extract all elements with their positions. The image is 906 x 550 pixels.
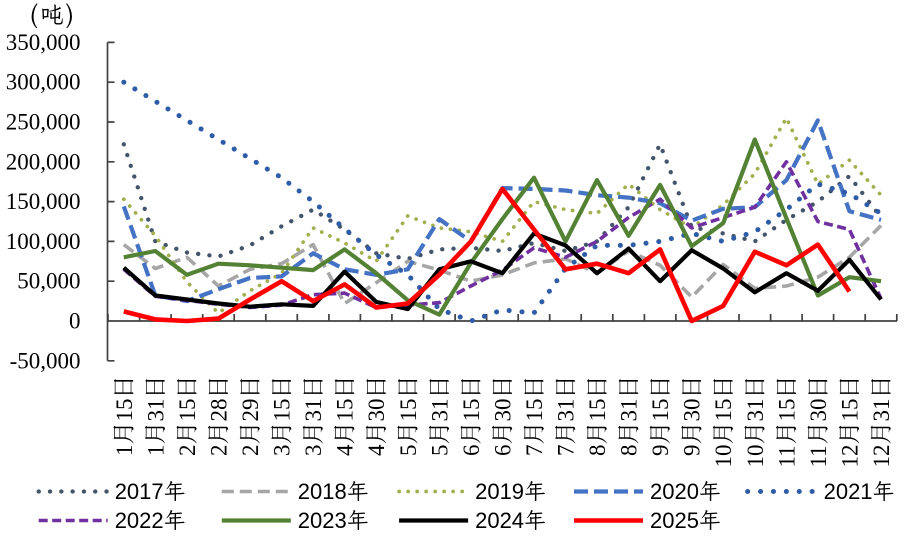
- svg-text:15: 15: [648, 399, 673, 422]
- svg-text:2018: 2018: [298, 479, 347, 504]
- svg-text:2017: 2017: [115, 479, 164, 504]
- svg-text:10: 10: [711, 445, 736, 468]
- svg-text:4: 4: [333, 444, 358, 456]
- svg-text:15: 15: [774, 399, 799, 422]
- svg-text:8: 8: [585, 445, 610, 457]
- svg-text:100,000: 100,000: [6, 229, 81, 254]
- svg-text:50,000: 50,000: [17, 269, 80, 294]
- svg-text:31: 31: [617, 399, 642, 422]
- svg-text:28: 28: [206, 399, 231, 422]
- svg-text:6: 6: [459, 445, 484, 457]
- svg-text:30: 30: [680, 399, 705, 422]
- svg-text:-50,000: -50,000: [10, 348, 81, 373]
- svg-text:31: 31: [743, 399, 768, 422]
- svg-text:12: 12: [837, 445, 862, 468]
- svg-text:2: 2: [175, 445, 200, 457]
- svg-text:5: 5: [427, 445, 452, 457]
- svg-text:31: 31: [427, 399, 452, 422]
- svg-text:7: 7: [554, 445, 579, 457]
- svg-text:30: 30: [806, 399, 831, 422]
- svg-text:1: 1: [143, 445, 168, 457]
- svg-text:11: 11: [774, 445, 799, 467]
- svg-text:31: 31: [301, 399, 326, 422]
- svg-text:15: 15: [837, 399, 862, 422]
- svg-text:2022: 2022: [115, 508, 164, 533]
- svg-text:2: 2: [238, 445, 263, 457]
- svg-text:2019: 2019: [475, 479, 524, 504]
- svg-text:12: 12: [869, 445, 894, 468]
- svg-text:30: 30: [364, 399, 389, 422]
- svg-text:2021: 2021: [824, 479, 873, 504]
- svg-text:15: 15: [175, 399, 200, 422]
- svg-text:2025: 2025: [650, 508, 699, 533]
- svg-text:2: 2: [206, 445, 231, 457]
- svg-text:4: 4: [364, 444, 389, 456]
- svg-text:2020: 2020: [650, 479, 699, 504]
- svg-text:15: 15: [585, 399, 610, 422]
- svg-text:15: 15: [270, 399, 295, 422]
- svg-text:0: 0: [69, 309, 81, 334]
- svg-text:1: 1: [112, 445, 137, 457]
- svg-text:7: 7: [522, 445, 547, 457]
- svg-text:150,000: 150,000: [6, 189, 81, 214]
- svg-text:29: 29: [238, 399, 263, 422]
- svg-text:15: 15: [522, 399, 547, 422]
- svg-text:15: 15: [711, 399, 736, 422]
- svg-text:2024: 2024: [475, 508, 524, 533]
- svg-text:2023: 2023: [298, 508, 347, 533]
- svg-text:15: 15: [459, 399, 484, 422]
- svg-text:300,000: 300,000: [6, 70, 81, 95]
- svg-text:350,000: 350,000: [6, 30, 81, 55]
- svg-text:31: 31: [143, 399, 168, 422]
- svg-text:15: 15: [112, 399, 137, 422]
- svg-text:9: 9: [648, 445, 673, 457]
- svg-text:11: 11: [806, 445, 831, 467]
- svg-text:9: 9: [680, 445, 705, 457]
- svg-text:15: 15: [333, 399, 358, 422]
- svg-text:3: 3: [301, 445, 326, 457]
- svg-text:250,000: 250,000: [6, 110, 81, 135]
- svg-text:3: 3: [270, 445, 295, 457]
- svg-text:31: 31: [869, 399, 894, 422]
- svg-text:6: 6: [490, 445, 515, 457]
- svg-text:30: 30: [490, 399, 515, 422]
- svg-text:5: 5: [396, 445, 421, 457]
- svg-text:31: 31: [554, 399, 579, 422]
- svg-text:15: 15: [396, 399, 421, 422]
- svg-text:8: 8: [617, 445, 642, 457]
- svg-text:200,000: 200,000: [6, 149, 81, 174]
- svg-text:10: 10: [743, 445, 768, 468]
